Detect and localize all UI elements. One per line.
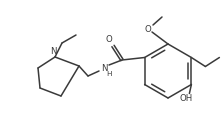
Text: O: O (106, 34, 112, 44)
Text: O: O (145, 24, 151, 33)
Text: N: N (101, 64, 107, 73)
Text: N: N (50, 47, 56, 55)
Text: H: H (106, 71, 112, 77)
Text: OH: OH (180, 94, 193, 103)
